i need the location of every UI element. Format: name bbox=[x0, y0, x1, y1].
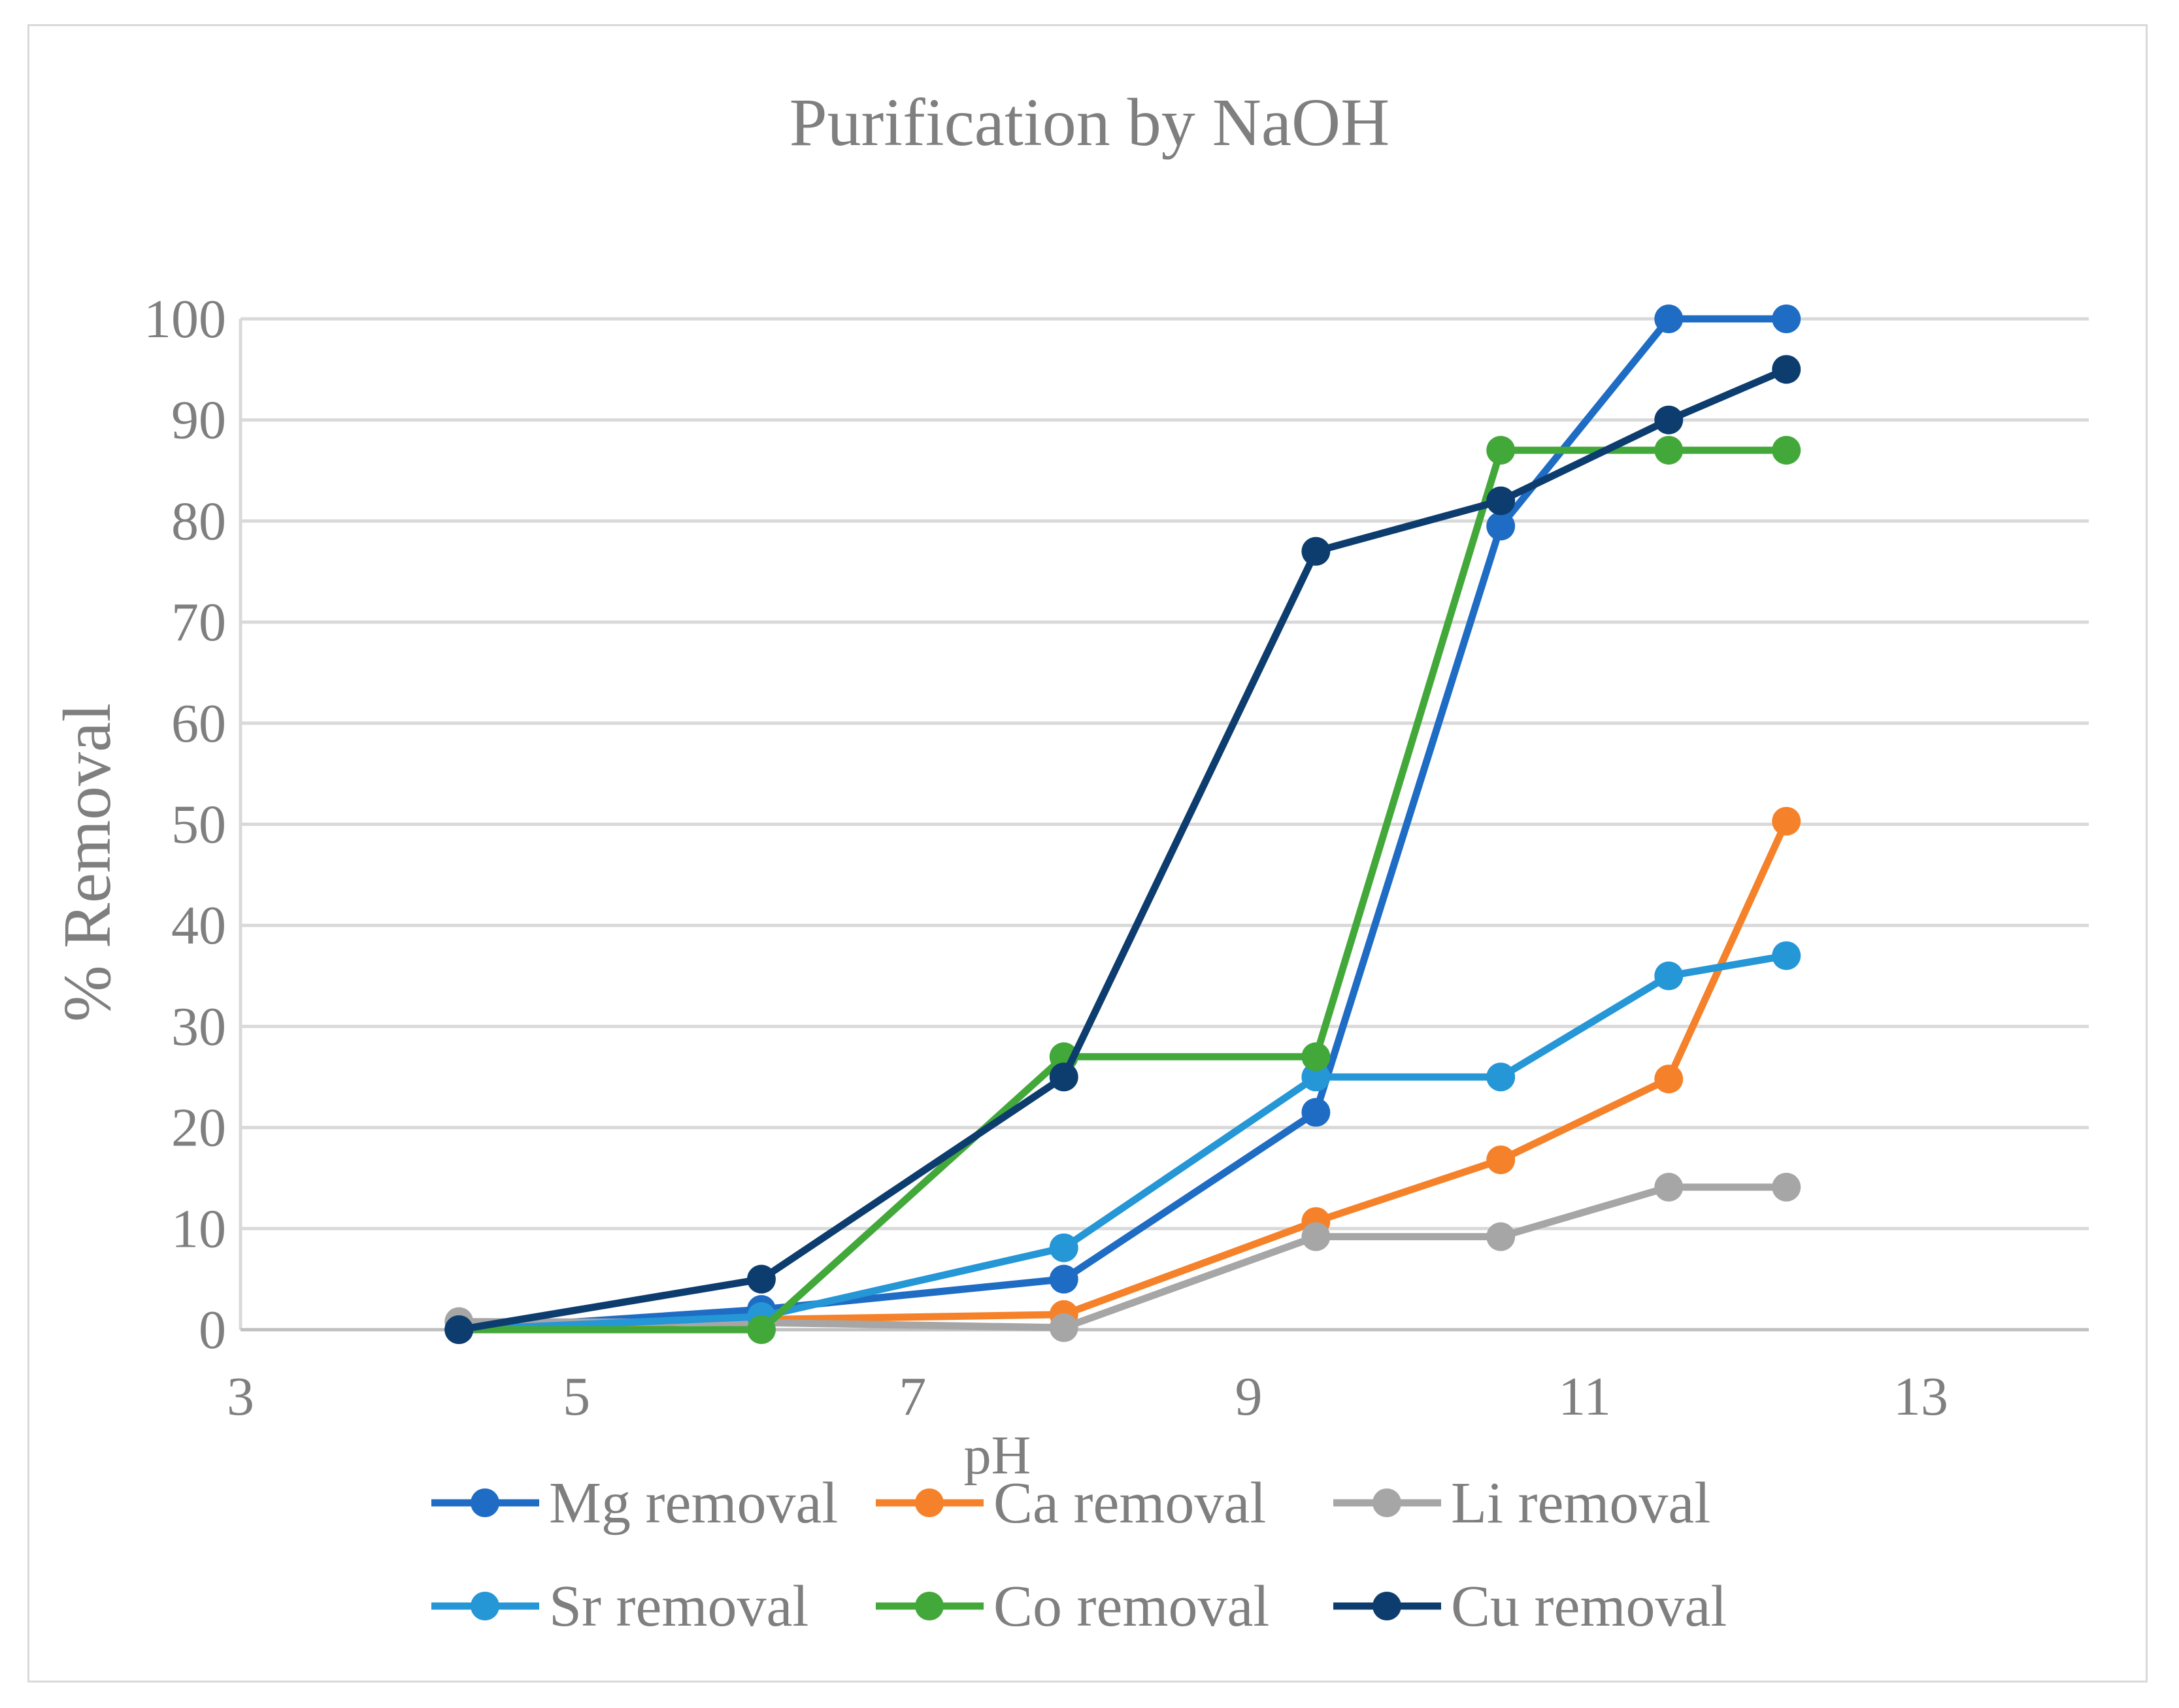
y-tick-label: 40 bbox=[171, 895, 226, 956]
series-sr-removal bbox=[444, 941, 1801, 1344]
legend-label: Cu removal bbox=[1451, 1574, 1727, 1639]
x-tick-label: 9 bbox=[1235, 1366, 1263, 1427]
y-tick-label: 30 bbox=[171, 996, 226, 1057]
data-point bbox=[1486, 436, 1516, 465]
data-point bbox=[1772, 436, 1801, 465]
legend-label: Mg removal bbox=[549, 1471, 838, 1536]
data-point bbox=[1772, 941, 1801, 970]
y-tick-label: 0 bbox=[199, 1300, 226, 1360]
legend-swatch-marker bbox=[915, 1592, 944, 1620]
y-tick-label: 60 bbox=[171, 693, 226, 754]
series-line bbox=[455, 952, 1790, 1334]
data-point bbox=[1049, 1062, 1078, 1092]
data-point bbox=[1654, 1172, 1684, 1202]
data-point bbox=[1654, 961, 1684, 991]
series-co-removal bbox=[444, 436, 1801, 1344]
legend-swatch-marker bbox=[915, 1488, 944, 1517]
legend-label: Sr removal bbox=[549, 1574, 808, 1639]
data-point bbox=[1772, 355, 1801, 384]
data-point bbox=[1049, 1233, 1078, 1262]
data-point bbox=[1654, 1064, 1684, 1094]
legend: Mg removal Ca removal Li removal Sr removal… bbox=[431, 1471, 1727, 1639]
series-line bbox=[455, 817, 1790, 1334]
data-point bbox=[1486, 1145, 1516, 1175]
x-tick-label: 11 bbox=[1558, 1366, 1611, 1427]
x-tick-label: 7 bbox=[899, 1366, 926, 1427]
data-point bbox=[1772, 304, 1801, 333]
legend-swatch-marker bbox=[1372, 1488, 1401, 1517]
legend-item: Sr removal bbox=[431, 1574, 808, 1639]
data-point bbox=[1049, 1313, 1078, 1342]
data-point bbox=[1301, 1098, 1331, 1127]
legend-item: Cu removal bbox=[1333, 1574, 1727, 1639]
y-tick-label: 100 bbox=[144, 289, 226, 350]
data-point bbox=[1301, 1062, 1331, 1092]
data-point bbox=[746, 1264, 776, 1294]
data-point bbox=[1654, 304, 1684, 333]
y-axis-label: % Removal bbox=[50, 703, 125, 1022]
data-point bbox=[1486, 486, 1516, 516]
data-point bbox=[1301, 536, 1331, 566]
data-point bbox=[444, 1315, 474, 1344]
data-point bbox=[1486, 512, 1516, 541]
legend-item: Co removal bbox=[876, 1574, 1269, 1639]
data-point bbox=[1654, 436, 1684, 465]
legend-swatch-marker bbox=[1372, 1592, 1401, 1620]
series-ca-removal bbox=[444, 806, 1801, 1344]
legend-label: Co removal bbox=[993, 1574, 1269, 1639]
chart-frame bbox=[27, 24, 2148, 1683]
x-tick-label: 5 bbox=[563, 1366, 590, 1427]
legend-label: Ca removal bbox=[993, 1471, 1266, 1536]
legend-swatch-marker bbox=[471, 1592, 499, 1620]
data-point bbox=[746, 1315, 776, 1344]
y-tick-label: 50 bbox=[171, 795, 226, 855]
series-layer bbox=[444, 304, 1801, 1344]
y-tick-label: 10 bbox=[171, 1198, 226, 1259]
x-tick-label: 13 bbox=[1893, 1366, 1948, 1427]
series-cu-removal bbox=[444, 355, 1801, 1344]
legend-swatch-marker bbox=[471, 1488, 499, 1517]
x-axis-label: pH bbox=[964, 1425, 1031, 1486]
data-point bbox=[1049, 1264, 1078, 1294]
x-tick-label: 3 bbox=[227, 1366, 254, 1427]
data-point bbox=[1486, 1222, 1516, 1251]
data-point bbox=[1301, 1042, 1331, 1072]
legend-item: Li removal bbox=[1333, 1471, 1710, 1536]
y-tick-label: 70 bbox=[171, 592, 226, 653]
data-point bbox=[1486, 1062, 1516, 1092]
series-line bbox=[455, 446, 1790, 1334]
data-point bbox=[1772, 806, 1801, 836]
legend-label: Li removal bbox=[1451, 1471, 1710, 1536]
legend-item: Ca removal bbox=[876, 1471, 1266, 1536]
y-tick-label: 90 bbox=[171, 390, 226, 451]
series-line bbox=[455, 365, 1790, 1334]
y-tick-label: 20 bbox=[171, 1098, 226, 1158]
data-point bbox=[1301, 1222, 1331, 1251]
data-point bbox=[1654, 405, 1684, 435]
y-tick-label: 80 bbox=[171, 491, 226, 551]
chart-title: Purification by NaOH bbox=[790, 85, 1389, 160]
legend-item: Mg removal bbox=[431, 1471, 838, 1536]
data-point bbox=[1772, 1172, 1801, 1202]
